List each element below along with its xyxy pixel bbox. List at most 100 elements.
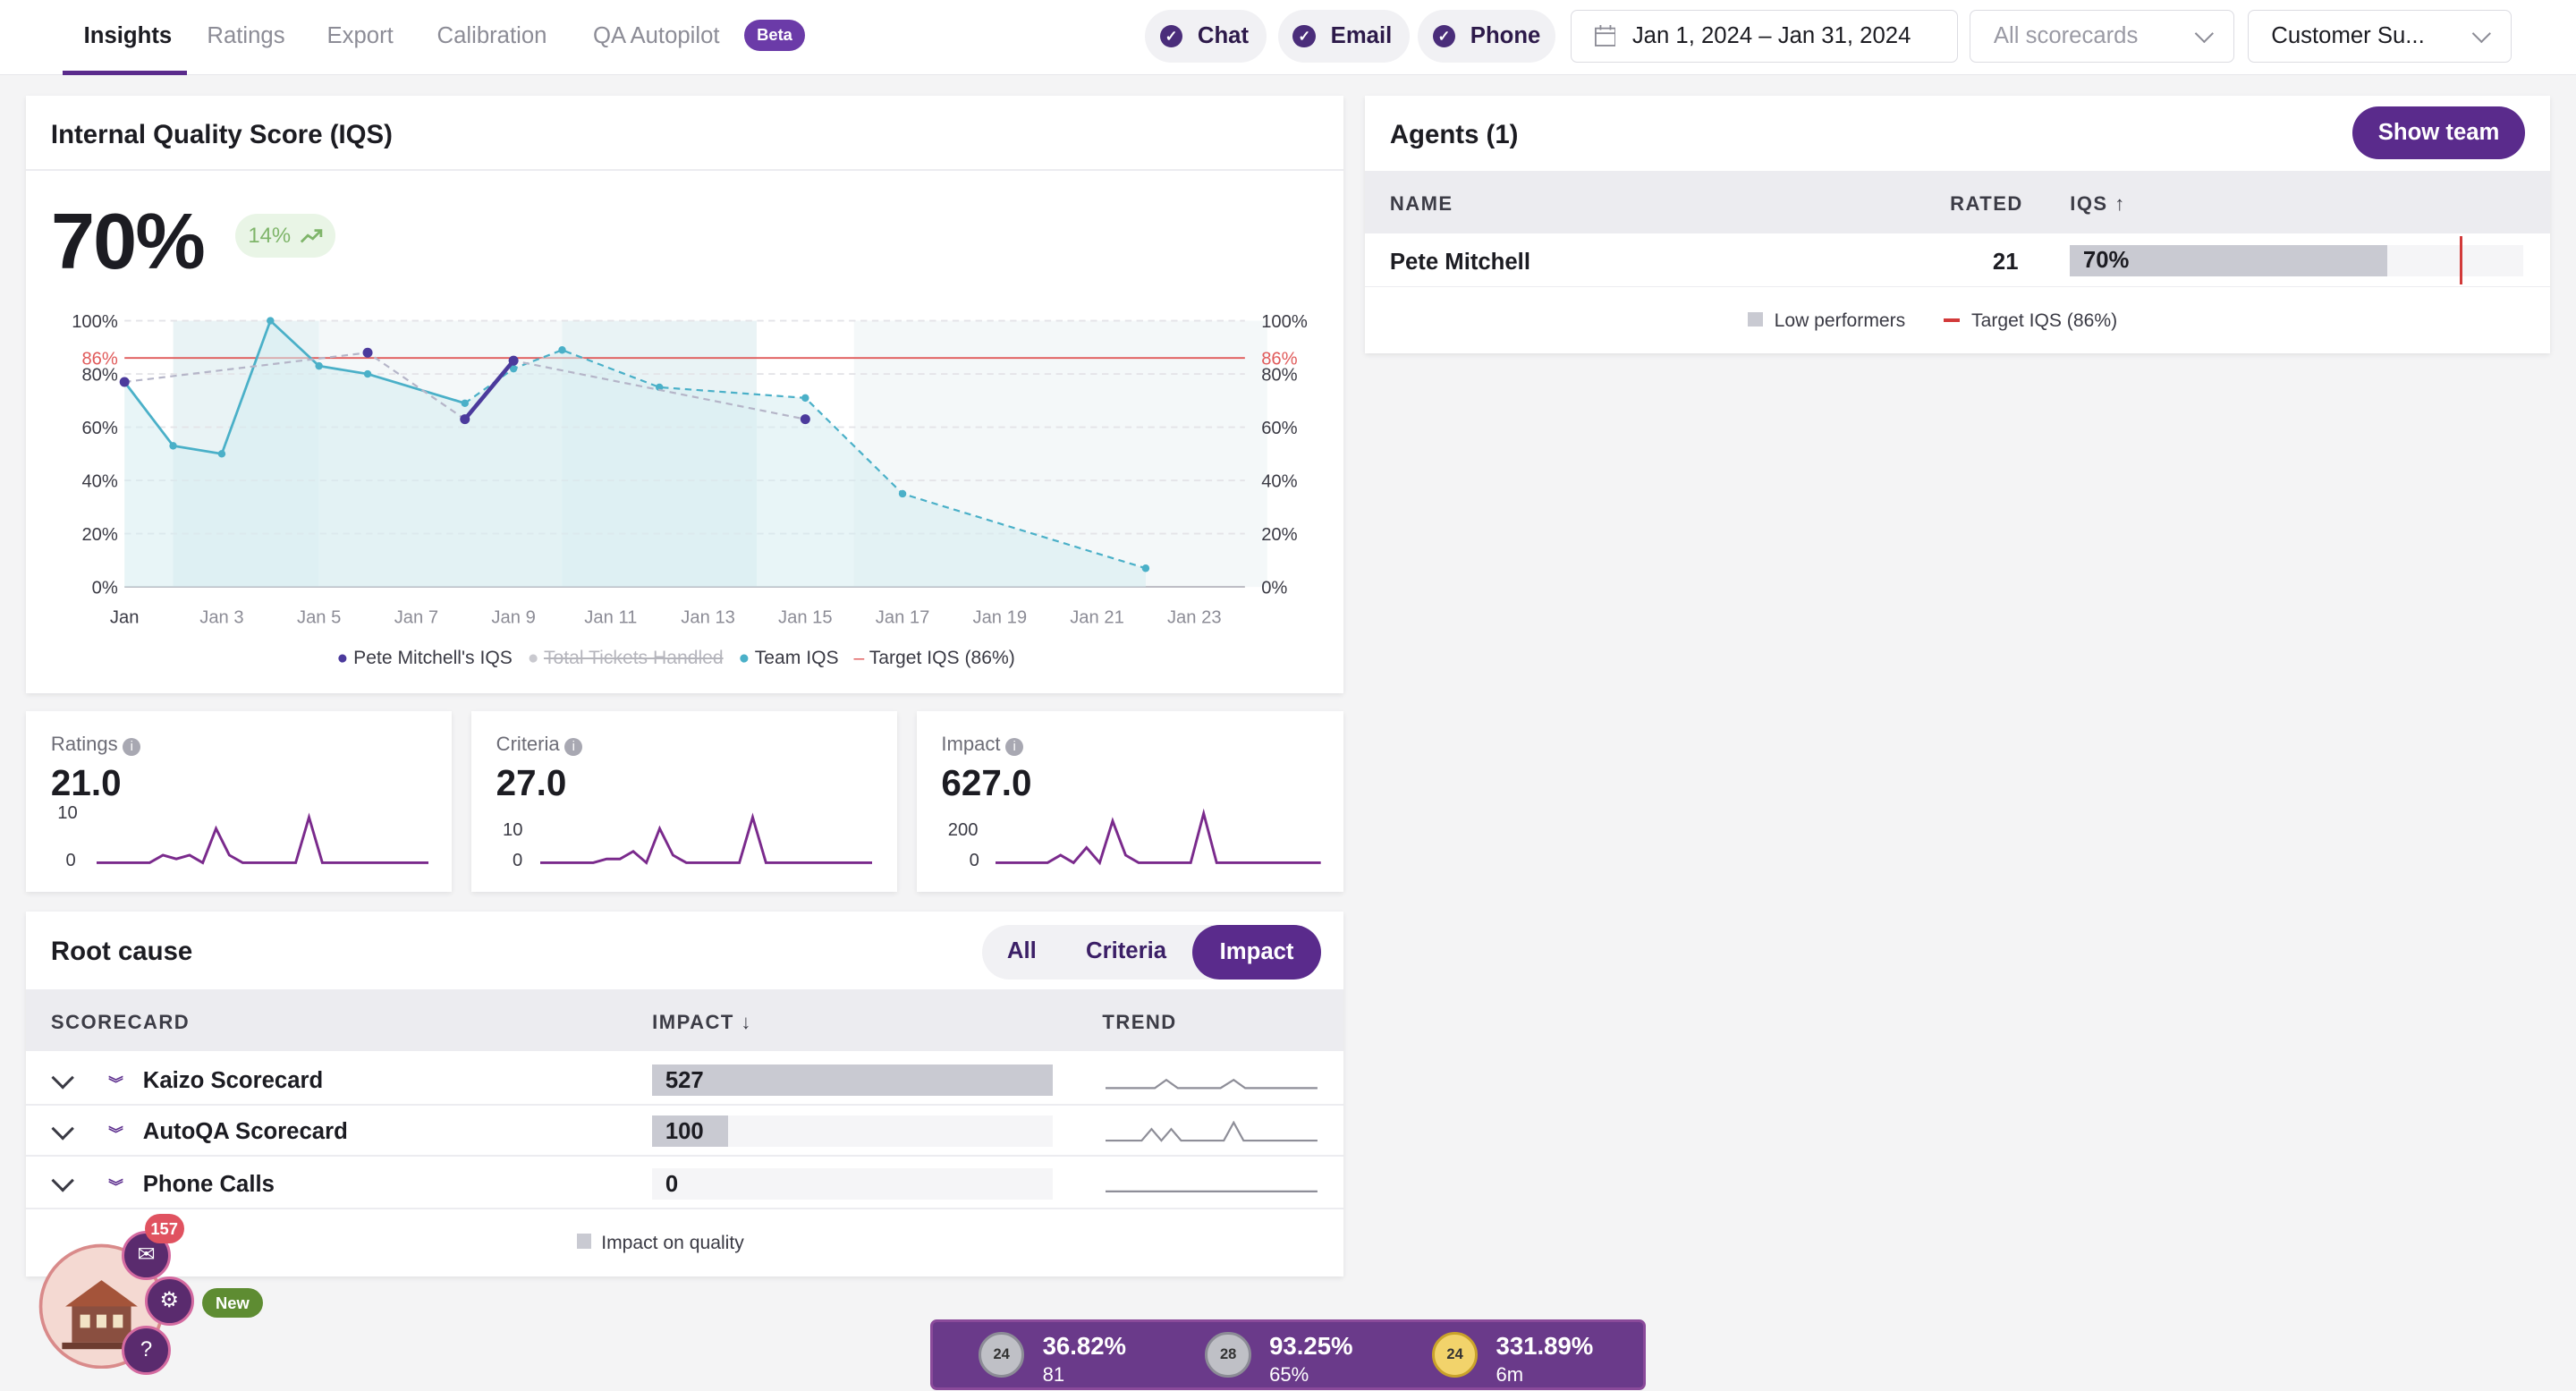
legend-target-label: Target IQS (86%) xyxy=(1971,310,2118,332)
date-range-picker[interactable]: Jan 1, 2024 – Jan 31, 2024 xyxy=(1570,10,1959,63)
pete-iqs-point[interactable] xyxy=(801,413,811,424)
channel-label: Email xyxy=(1330,22,1393,48)
y-tick-label: 60% xyxy=(82,419,118,438)
team-iqs-point[interactable] xyxy=(899,489,907,497)
col-iqs[interactable]: IQS ↑ xyxy=(2070,192,2125,216)
axis-bottom: 0 xyxy=(513,851,523,871)
beta-badge: Beta xyxy=(744,20,805,51)
team-iqs-point[interactable] xyxy=(558,345,567,354)
trend-up-icon xyxy=(301,229,323,243)
chevron-down-icon xyxy=(2471,24,2491,44)
iqs-legend: ● Pete Mitchell's IQS ● Total Tickets Ha… xyxy=(337,648,1015,669)
gear-icon[interactable]: ⚙ xyxy=(144,1276,194,1327)
scorecard-name: Phone Calls xyxy=(142,1171,275,1197)
y-tick-label: 40% xyxy=(82,471,118,491)
legend-tickets[interactable]: Total Tickets Handled xyxy=(543,647,724,668)
impact-value: 0 xyxy=(665,1171,679,1197)
y-tick-label: 80% xyxy=(82,365,118,385)
channel-chat-toggle[interactable]: ✓ Chat xyxy=(1145,10,1267,63)
ratings-value: 21.0 xyxy=(50,762,122,804)
help-icon[interactable]: ? xyxy=(121,1326,171,1376)
col-scorecard[interactable]: SCORECARD xyxy=(50,1010,191,1033)
filter-impact-button[interactable]: Impact xyxy=(1192,925,1321,980)
sparkline-path xyxy=(996,808,1321,866)
legend-target[interactable]: Target IQS (86%) xyxy=(869,647,1015,668)
top-bar: Insights Ratings Export Calibration QA A… xyxy=(0,0,2576,76)
team-iqs-point[interactable] xyxy=(315,361,324,369)
stat-percent: 331.89% xyxy=(1496,1331,1594,1360)
channel-email-toggle[interactable]: ✓ Email xyxy=(1277,10,1410,63)
calendar-icon xyxy=(1594,25,1616,47)
ratings-label: Ratings xyxy=(50,733,118,756)
col-rated[interactable]: RATED xyxy=(1950,191,2023,215)
leaderboard-bar[interactable]: 24 36.82% 81 28 93.25% 65% 24 331.89% 6m xyxy=(929,1319,1647,1390)
stat-sub: 81 xyxy=(1042,1362,1065,1386)
impact-label: Impact xyxy=(941,733,1001,756)
tab-ratings[interactable]: Ratings xyxy=(207,22,285,48)
pete-iqs-point[interactable] xyxy=(120,377,131,387)
x-tick-label: Jan 17 xyxy=(876,607,930,627)
stat-sub: 6m xyxy=(1496,1362,1524,1386)
check-icon: ✓ xyxy=(1159,24,1183,48)
x-tick-label: Jan 5 xyxy=(297,607,341,627)
pete-iqs-point[interactable] xyxy=(362,347,373,358)
legend-low-label: Low performers xyxy=(1774,310,1906,332)
col-impact[interactable]: IMPACT ↓ xyxy=(652,1011,752,1034)
y-tick-label: 0% xyxy=(1262,578,1288,598)
info-icon[interactable]: i xyxy=(564,738,583,757)
pete-iqs-point[interactable] xyxy=(508,355,520,366)
tab-calibration[interactable]: Calibration xyxy=(436,22,547,48)
info-icon[interactable]: i xyxy=(123,738,141,757)
impact-value: 100 xyxy=(665,1118,704,1144)
team-iqs-point[interactable] xyxy=(656,383,664,391)
channel-label: Phone xyxy=(1470,22,1541,48)
info-icon[interactable]: i xyxy=(1005,738,1024,757)
y-tick-label: 0% xyxy=(92,578,118,598)
new-badge: New xyxy=(201,1287,263,1319)
workspace-select[interactable]: Customer Su... xyxy=(2247,10,2512,63)
legend-team[interactable]: Team IQS xyxy=(754,647,839,668)
team-iqs-point[interactable] xyxy=(510,364,518,372)
channel-phone-toggle[interactable]: ✓ Phone xyxy=(1418,10,1556,63)
axis-bottom: 0 xyxy=(969,851,979,871)
scorecard-select[interactable]: All scorecards xyxy=(1970,10,2234,63)
ratings-sparkline xyxy=(97,812,429,865)
legend-dot: ● xyxy=(738,647,750,668)
impact-sparkline xyxy=(996,808,1321,866)
legend-swatch xyxy=(1748,311,1763,327)
team-iqs-point[interactable] xyxy=(461,399,470,407)
filter-criteria-button[interactable]: Criteria xyxy=(1086,937,1167,963)
target-label: 86% xyxy=(82,349,118,369)
legend-line: – xyxy=(853,647,865,668)
sort-down-icon: ↓ xyxy=(741,1010,752,1033)
team-iqs-point[interactable] xyxy=(1142,564,1150,573)
trophy-icon: 24 xyxy=(978,1331,1025,1378)
active-tab-indicator xyxy=(62,70,188,76)
show-team-button[interactable]: Show team xyxy=(2352,106,2525,160)
tab-qa-autopilot[interactable]: QA Autopilot xyxy=(593,22,720,48)
pete-iqs-point[interactable] xyxy=(460,413,470,424)
agent-iqs-value: 70% xyxy=(2082,248,2130,274)
team-iqs-point[interactable] xyxy=(801,394,809,402)
legend-pete[interactable]: Pete Mitchell's IQS xyxy=(353,647,513,668)
team-iqs-point[interactable] xyxy=(267,316,275,325)
x-tick-label: Jan 13 xyxy=(682,607,736,627)
team-iqs-point[interactable] xyxy=(169,441,178,450)
impact-bar-fill xyxy=(652,1115,729,1147)
col-name[interactable]: NAME xyxy=(1389,191,1453,215)
trophy-icon: 28 xyxy=(1205,1331,1251,1378)
trophy-icon: 24 xyxy=(1431,1331,1479,1378)
x-tick-label: Jan 21 xyxy=(1071,607,1125,627)
tab-insights[interactable]: Insights xyxy=(83,22,173,48)
impact-value: 627.0 xyxy=(941,762,1032,804)
team-iqs-point[interactable] xyxy=(218,449,226,458)
filter-all-button[interactable]: All xyxy=(1006,937,1037,963)
iqs-line-chart: 100% 100% 80% 80% 60% 60% 40% 40% 20% 20% 0% 0% 86% 8… xyxy=(72,311,1309,627)
team-iqs-point[interactable] xyxy=(364,369,372,377)
iqs-value: 70% xyxy=(50,196,206,285)
root-cause-filter: All Criteria Impact xyxy=(982,925,1321,980)
tab-export[interactable]: Export xyxy=(326,22,394,48)
legend-target-line xyxy=(1943,318,1961,322)
impact-card: Impact i 627.0 200 0 xyxy=(916,711,1344,893)
root-cause-table-header: SCORECARD IMPACT ↓ TREND xyxy=(26,988,1344,1052)
